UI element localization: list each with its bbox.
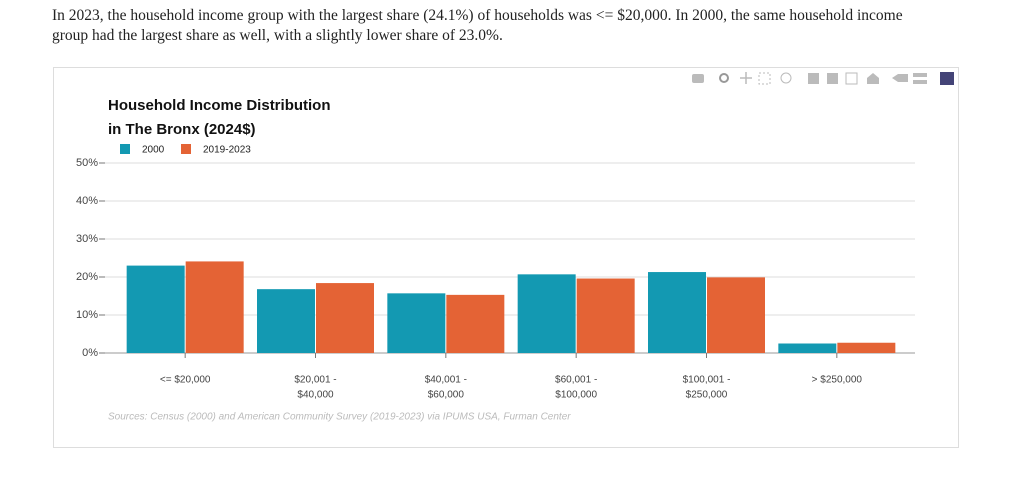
zoom-in-icon[interactable]	[808, 73, 819, 84]
bar	[837, 342, 896, 353]
y-tick-label: 40%	[76, 195, 98, 207]
legend-label: 2019-2023	[203, 145, 251, 156]
y-tick-label: 20%	[76, 271, 98, 283]
legend-label: 2000	[142, 145, 165, 156]
hover-closest-icon[interactable]	[913, 73, 927, 77]
y-tick-label: 30%	[76, 233, 98, 245]
y-tick-label: 10%	[76, 309, 98, 321]
x-tick-label: <= $20,000	[160, 375, 211, 386]
bar	[316, 283, 374, 353]
hover-compare-icon[interactable]	[913, 80, 927, 84]
x-tick-label: $40,000	[297, 390, 334, 401]
bar	[648, 272, 706, 353]
x-tick-label: $100,001 -	[683, 375, 731, 386]
x-tick-label: $250,000	[686, 390, 728, 401]
bar	[126, 265, 185, 353]
bar	[446, 294, 505, 353]
intro-text: In 2023, the household income group with…	[52, 7, 903, 44]
chart-box	[53, 67, 959, 448]
autoscale-icon[interactable]	[845, 72, 858, 85]
x-tick-label: $40,001 -	[425, 375, 467, 386]
x-tick-label: $20,001 -	[294, 375, 336, 386]
zoom-icon[interactable]	[719, 73, 729, 83]
y-tick-label: 0%	[82, 347, 98, 359]
source-note: Sources: Census (2000) and American Comm…	[108, 412, 571, 423]
camera-icon[interactable]	[692, 74, 704, 83]
x-tick-label: $60,001 -	[555, 375, 597, 386]
spike-icon[interactable]	[892, 74, 908, 82]
bar	[517, 274, 576, 353]
zoom-out-icon[interactable]	[827, 73, 838, 84]
reset-icon[interactable]	[867, 73, 879, 84]
toolbar	[692, 72, 954, 85]
x-tick-label: $60,000	[428, 390, 465, 401]
plotly-logo[interactable]	[940, 72, 954, 85]
bar	[778, 343, 837, 353]
bar	[257, 289, 315, 353]
bar	[576, 278, 635, 353]
y-tick-label: 50%	[76, 157, 98, 169]
select-icon[interactable]	[758, 72, 771, 85]
x-tick-label: $100,000	[555, 390, 597, 401]
bar	[707, 277, 765, 353]
bar	[185, 261, 244, 353]
chart-title: in The Bronx (2024$)	[108, 121, 256, 138]
pan-icon[interactable]	[740, 72, 752, 84]
legend-swatch	[181, 144, 191, 154]
legend-swatch	[120, 144, 130, 154]
chart-title: Household Income Distribution	[108, 97, 331, 114]
bar	[387, 293, 446, 353]
x-tick-label: > $250,000	[812, 375, 863, 386]
lasso-icon[interactable]	[780, 72, 792, 84]
